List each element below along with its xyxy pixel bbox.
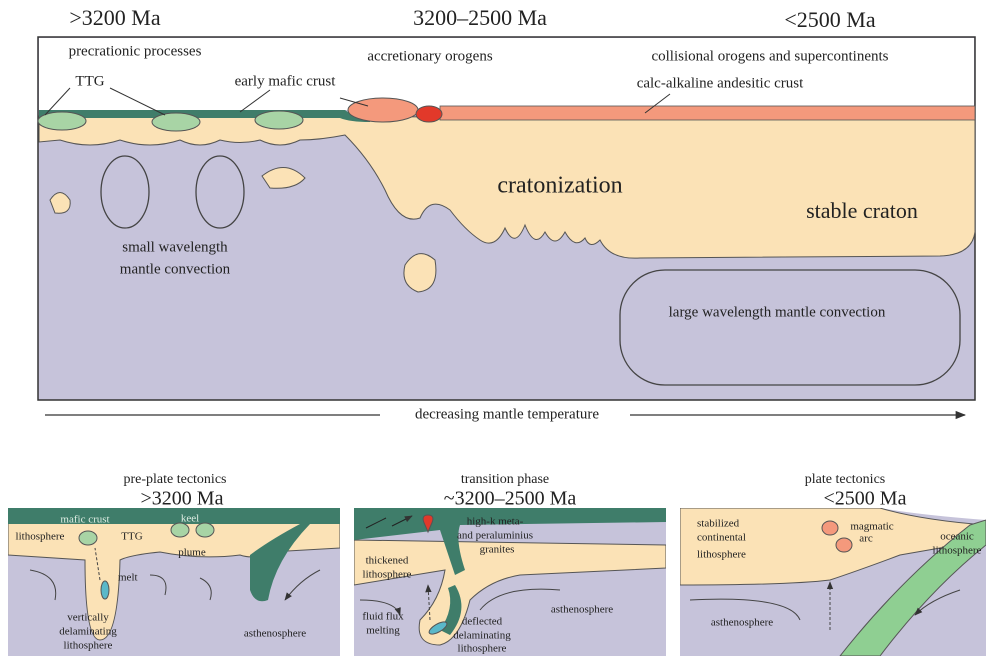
era-label: >3200 Ma	[69, 5, 160, 30]
panel-age: ~3200–2500 Ma	[444, 488, 577, 510]
label: mafic crust	[60, 514, 109, 526]
label: fluid flux	[362, 611, 404, 623]
panel-age: >3200 Ma	[141, 488, 224, 510]
label: keel	[181, 513, 199, 525]
label: lithosphere	[363, 569, 412, 581]
label: plume	[178, 547, 206, 559]
label: TTG	[121, 531, 142, 543]
label: delaminating	[453, 630, 511, 642]
panel-transition	[354, 508, 666, 656]
label: TTG	[75, 73, 104, 89]
label: and peraluminius	[457, 530, 533, 542]
label: lithosphere	[458, 643, 507, 655]
label: deflected	[462, 616, 503, 628]
label: arc	[859, 533, 873, 545]
panel-title: transition phase	[461, 472, 549, 487]
panel-pre-plate	[8, 508, 340, 656]
label: stable craton	[806, 198, 918, 223]
label: small wavelength	[122, 239, 228, 255]
era-label: 3200–2500 Ma	[413, 5, 547, 30]
label: thickened	[366, 555, 409, 567]
label: large wavelength mantle convection	[669, 304, 886, 320]
era-label: <2500 Ma	[784, 7, 875, 32]
label: lithosphere	[933, 545, 982, 557]
label: granites	[480, 544, 515, 556]
label: stabilized	[697, 518, 740, 530]
panel-plate	[680, 508, 986, 656]
label: asthenosphere	[711, 617, 773, 629]
panel-title: plate tectonics	[805, 472, 885, 487]
panel-title: pre-plate tectonics	[123, 472, 226, 487]
label: precrationic processes	[69, 43, 202, 59]
label: cratonization	[497, 173, 622, 199]
label: accretionary orogens	[367, 48, 493, 64]
label: high-k meta-	[467, 516, 524, 528]
top-panel	[37, 36, 976, 420]
label: lithosphere	[697, 549, 746, 561]
label: continental	[697, 532, 746, 544]
axis-label: decreasing mantle temperature	[415, 406, 599, 422]
label: oceanic	[940, 531, 974, 543]
panel-age: <2500 Ma	[824, 488, 907, 510]
label: mantle convection	[120, 261, 231, 277]
label: lithosphere	[64, 640, 113, 652]
label: melting	[366, 625, 400, 637]
label: melt	[118, 572, 138, 584]
label: collisional orogens and supercontinents	[651, 48, 888, 64]
label: calc-alkaline andesitic crust	[637, 75, 804, 91]
label: delaminating	[59, 626, 117, 638]
label: lithosphere	[16, 531, 65, 543]
label: asthenosphere	[244, 628, 306, 640]
label: asthenosphere	[551, 604, 613, 616]
label: early mafic crust	[235, 73, 337, 89]
label: vertically	[67, 612, 109, 624]
label: magmatic	[850, 521, 893, 533]
